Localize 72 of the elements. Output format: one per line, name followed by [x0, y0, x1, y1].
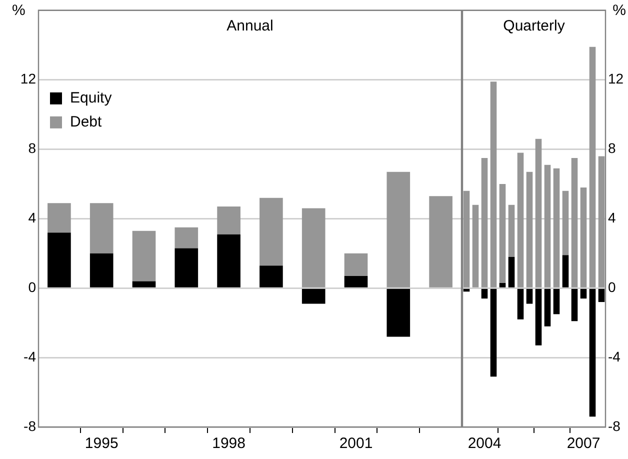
y-tick-label: 8	[28, 140, 36, 156]
x-tick-label: 1995	[84, 435, 118, 452]
y-tick-label: -8	[608, 418, 621, 434]
bar	[553, 168, 560, 288]
bar	[571, 288, 578, 322]
x-tick-label: 2007	[566, 435, 600, 452]
bar	[429, 196, 452, 288]
bar	[174, 227, 198, 248]
bar	[544, 288, 551, 326]
bar	[571, 158, 578, 288]
bar	[526, 172, 533, 288]
bar	[490, 82, 497, 288]
y-tick-label: 12	[20, 70, 36, 87]
x-tick-label: 1998	[212, 435, 246, 452]
bar	[463, 190, 470, 288]
bar	[132, 230, 156, 282]
x-tick-label: 2001	[339, 435, 373, 452]
bar	[490, 288, 497, 377]
bar	[499, 184, 506, 283]
bar	[535, 288, 542, 346]
bar	[48, 232, 71, 288]
y-tick-label: 12	[608, 70, 624, 87]
bar	[598, 156, 605, 288]
bar	[48, 203, 71, 233]
bar	[580, 187, 587, 288]
bar	[517, 288, 524, 320]
bar	[508, 256, 515, 288]
bar	[589, 46, 596, 288]
bar	[481, 158, 488, 288]
legend-label: Debt	[70, 114, 103, 131]
bar	[562, 190, 569, 256]
bar	[598, 288, 605, 302]
bar	[174, 248, 198, 288]
bar	[544, 164, 551, 288]
bar	[90, 253, 114, 288]
x-tick-label: 2004	[468, 435, 502, 452]
bar	[580, 288, 587, 299]
y-tick-label: 8	[608, 140, 616, 156]
bar	[508, 204, 515, 257]
bar	[553, 288, 560, 314]
text: Quarterly	[503, 18, 566, 35]
bar	[589, 288, 596, 417]
bar	[499, 282, 506, 288]
bar	[344, 253, 368, 276]
y-tick-label: 0	[608, 278, 616, 295]
bar	[562, 255, 569, 288]
bar	[90, 203, 114, 254]
bar	[302, 208, 326, 288]
bar	[386, 288, 410, 337]
bar	[344, 276, 368, 288]
legend-label: Equity	[70, 90, 112, 107]
bar	[302, 288, 326, 304]
y-tick-label: 4	[608, 210, 616, 226]
y-tick-label: -4	[24, 348, 36, 364]
bar	[526, 288, 533, 304]
bar	[260, 198, 283, 266]
bar	[217, 206, 240, 234]
text: Annual	[226, 18, 274, 35]
y-axis-title: %	[612, 2, 626, 19]
bar	[481, 288, 488, 299]
y-tick-label: -8	[24, 418, 36, 434]
bar	[132, 281, 156, 288]
y-axis-title: %	[12, 2, 26, 19]
y-tick-label: -4	[608, 348, 621, 364]
bar	[217, 234, 240, 288]
y-tick-label: 4	[28, 210, 36, 226]
bar	[260, 266, 283, 288]
y-tick-label: 0	[28, 278, 36, 295]
bar	[472, 204, 479, 288]
bar	[517, 152, 524, 288]
bar	[386, 172, 410, 288]
bar	[535, 138, 542, 288]
